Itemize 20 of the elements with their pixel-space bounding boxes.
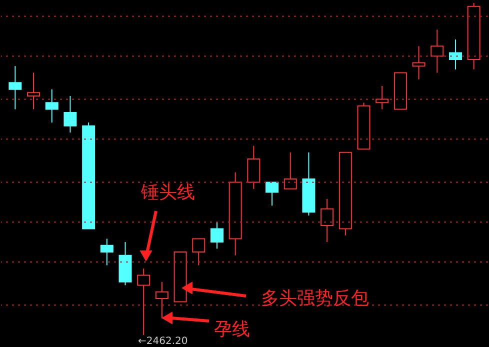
annotation: 孕线 [214, 319, 250, 340]
candlestick [27, 72, 40, 110]
candlestick [64, 95, 77, 133]
candlestick [8, 66, 22, 110]
candlestick [155, 281, 168, 319]
candlestick [100, 238, 114, 266]
text: ←2462.20 [138, 336, 188, 347]
candlestick [137, 268, 150, 336]
candlestick [45, 88, 58, 124]
candlestick [284, 152, 297, 190]
candlestick [412, 46, 426, 80]
candlestick [430, 29, 444, 74]
candlestick [266, 182, 279, 206]
candlestick [210, 222, 224, 250]
candlestick [448, 39, 462, 70]
annotation: 多头强势反包 [261, 288, 369, 309]
annotation: 锤头线 [140, 182, 195, 203]
candlestick [320, 198, 334, 243]
candlestick [192, 238, 206, 266]
candlestick [247, 145, 260, 190]
